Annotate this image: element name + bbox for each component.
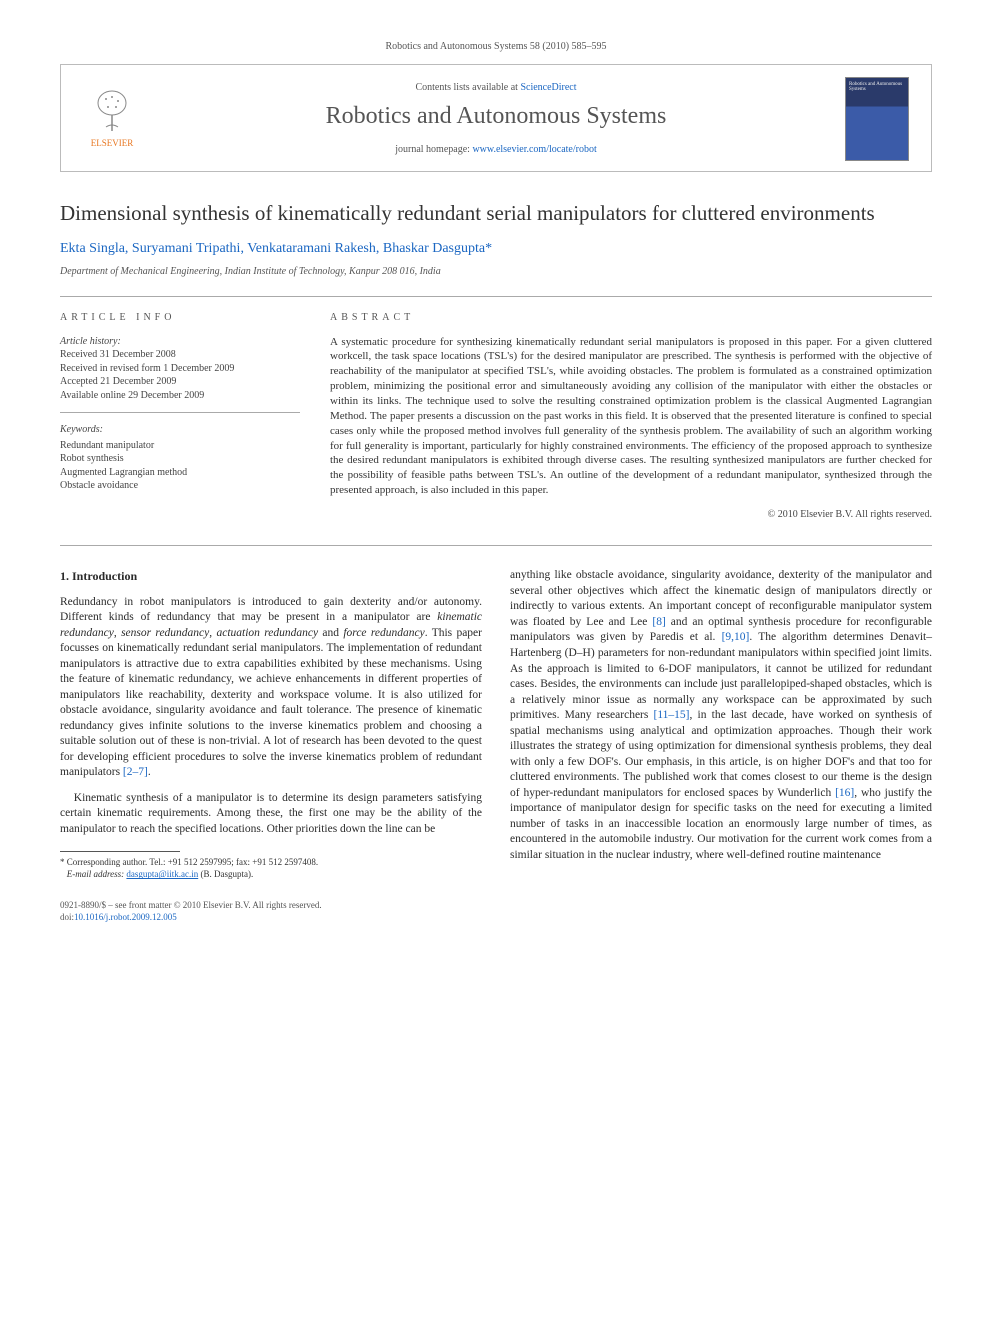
publisher-name: ELSEVIER [91,137,134,149]
running-header: Robotics and Autonomous Systems 58 (2010… [60,40,932,54]
article-body: 1. Introduction Redundancy in robot mani… [60,568,932,880]
article-meta-row: ARTICLE INFO Article history: Received 3… [60,296,932,521]
p1-b: , [114,627,121,639]
article-info-column: ARTICLE INFO Article history: Received 3… [60,311,300,521]
keyword-1: Redundant manipulator [60,439,300,453]
homepage-line: journal homepage: www.elsevier.com/locat… [159,143,833,157]
homepage-prefix: journal homepage: [395,144,472,155]
p1-e: . This paper focusses on kinematically r… [60,627,482,779]
doi-link[interactable]: 10.1016/j.robot.2009.12.005 [74,912,177,922]
ref-8[interactable]: [8] [652,616,665,628]
accepted-date: Accepted 21 December 2009 [60,375,300,389]
contents-prefix: Contents lists available at [415,82,520,93]
email-who: (B. Dasgupta). [198,869,253,879]
abstract-heading: ABSTRACT [330,311,932,325]
keywords: Keywords: Redundant manipulator Robot sy… [60,423,300,493]
publisher-logo: ELSEVIER [77,87,147,149]
intro-para-3: anything like obstacle avoidance, singul… [510,568,932,863]
article-history: Article history: Received 31 December 20… [60,335,300,414]
issn-copyright: 0921-8890/$ – see front matter © 2010 El… [60,899,932,911]
affiliation: Department of Mechanical Engineering, In… [60,265,932,279]
section-rule [60,545,932,546]
keywords-label: Keywords: [60,423,300,437]
p3-c: . The algorithm determines Denavit–Harte… [510,631,932,721]
elsevier-tree-icon [88,87,136,135]
intro-para-1: Redundancy in robot manipulators is intr… [60,595,482,781]
ref-16[interactable]: [16] [835,787,854,799]
corr-email-link[interactable]: dasgupta@iitk.ac.in [126,869,198,879]
ref-11-15[interactable]: [11–15] [654,709,690,721]
section-1-heading: 1. Introduction [60,568,482,584]
masthead-center: Contents lists available at ScienceDirec… [159,81,833,156]
history-label: Article history: [60,335,300,349]
journal-masthead: ELSEVIER Contents lists available at Sci… [60,64,932,172]
p1-em4: force redundancy [343,627,424,639]
email-label: E-mail address: [67,869,124,879]
p1-d: and [318,627,343,639]
intro-para-2: Kinematic synthesis of a manipulator is … [60,791,482,838]
p3-d: , in the last decade, have worked on syn… [510,709,932,799]
ref-2-7[interactable]: [2–7] [123,766,148,778]
corresponding-marker: * [485,241,492,256]
keyword-3: Augmented Lagrangian method [60,466,300,480]
ref-9-10[interactable]: [9,10] [722,631,750,643]
corresponding-footnote: * Corresponding author. Tel.: +91 512 25… [60,856,482,880]
footnote-separator [60,851,180,852]
corr-text: Corresponding author. Tel.: +91 512 2597… [67,857,318,867]
doi-line: doi:10.1016/j.robot.2009.12.005 [60,911,932,923]
p1-a: Redundancy in robot manipulators is intr… [60,596,482,624]
abstract-text: A systematic procedure for synthesizing … [330,335,932,498]
journal-cover-thumbnail: Robotics and Autonomous Systems [845,77,909,161]
article-title: Dimensional synthesis of kinematically r… [60,200,932,226]
abstract-copyright: © 2010 Elsevier B.V. All rights reserved… [330,508,932,522]
online-date: Available online 29 December 2009 [60,389,300,403]
doi-label: doi: [60,912,74,922]
author-names: Ekta Singla, Suryamani Tripathi, Venkata… [60,241,485,256]
keyword-2: Robot synthesis [60,452,300,466]
cover-title: Robotics and Autonomous Systems [849,82,905,93]
journal-name: Robotics and Autonomous Systems [159,100,833,132]
abstract-column: ABSTRACT A systematic procedure for synt… [330,311,932,521]
footer-meta: 0921-8890/$ – see front matter © 2010 El… [60,899,932,923]
received-date: Received 31 December 2008 [60,348,300,362]
contents-line: Contents lists available at ScienceDirec… [159,81,833,95]
p1-em3: actuation redundancy [216,627,318,639]
revised-date: Received in revised form 1 December 2009 [60,362,300,376]
p1-f: . [148,766,151,778]
author-list: Ekta Singla, Suryamani Tripathi, Venkata… [60,240,932,259]
keyword-4: Obstacle avoidance [60,479,300,493]
article-info-heading: ARTICLE INFO [60,311,300,325]
sciencedirect-link[interactable]: ScienceDirect [520,82,576,93]
p1-em2: sensor redundancy [121,627,209,639]
journal-homepage-link[interactable]: www.elsevier.com/locate/robot [472,144,596,155]
